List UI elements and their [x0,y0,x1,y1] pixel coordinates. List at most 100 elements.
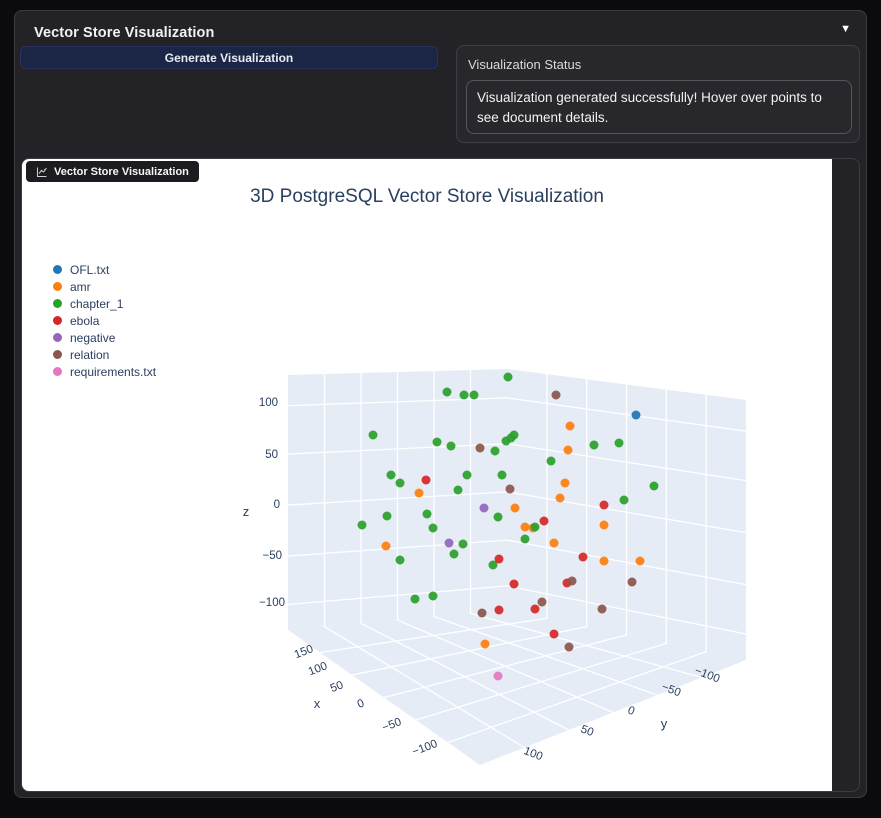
generate-visualization-button[interactable]: Generate Visualization [20,46,438,69]
scatter-point[interactable] [555,493,565,503]
scatter-point[interactable] [395,478,405,488]
scatter-point[interactable] [627,577,637,587]
scatter-point[interactable] [503,372,513,382]
scatter-point[interactable] [493,512,503,522]
scatter-point[interactable] [494,554,504,564]
scatter-point[interactable] [444,538,454,548]
scatter-point[interactable] [432,437,442,447]
scatter-point[interactable] [490,446,500,456]
scatter-point[interactable] [564,642,574,652]
scatter-point[interactable] [567,576,577,586]
scatter-points [357,372,659,681]
cube-walls [288,369,746,765]
x-tick-label: 0 [356,697,366,710]
legend-item-ofl-txt[interactable]: OFL.txt [53,261,156,278]
scatter-point[interactable] [520,522,530,532]
scatter-point[interactable] [509,579,519,589]
y-tick-label: 100 [522,745,544,763]
legend-item-ebola[interactable]: ebola [53,312,156,329]
plot-tab: Vector Store Visualization [26,161,199,182]
collapse-arrow-icon[interactable]: ▼ [840,23,851,35]
scatter-point[interactable] [501,436,511,446]
scatter-point[interactable] [357,520,367,530]
scatter-point[interactable] [382,511,392,521]
scatter-point[interactable] [422,509,432,519]
scatter-point[interactable] [449,549,459,559]
scatter-point[interactable] [635,556,645,566]
gridlines [287,369,747,749]
scatter-point[interactable] [475,443,485,453]
status-panel: Visualization Status Visualization gener… [456,45,860,143]
z-tick-label: 100 [259,397,278,409]
scatter-point[interactable] [469,390,479,400]
legend-marker-icon [53,299,62,308]
legend-item-chapter-1[interactable]: chapter_1 [53,295,156,312]
scatter-point[interactable] [530,522,540,532]
legend-label: ebola [70,313,100,328]
scatter-point[interactable] [597,604,607,614]
scatter-point[interactable] [560,478,570,488]
scatter-point[interactable] [479,503,489,513]
legend-item-amr[interactable]: amr [53,278,156,295]
scatter-chart-icon [36,166,48,178]
scatter-point[interactable] [589,440,599,450]
scatter-point[interactable] [599,500,609,510]
scatter-point[interactable] [488,560,498,570]
scatter-point[interactable] [551,390,561,400]
scatter-point[interactable] [563,445,573,455]
scatter-point[interactable] [497,470,507,480]
scatter-point[interactable] [510,503,520,513]
series-ofl-txt [631,410,641,420]
scatter-point[interactable] [631,410,641,420]
scatter-point[interactable] [410,594,420,604]
x-tick-label: 50 [329,679,345,695]
legend-label: requirements.txt [70,364,157,379]
scatter-point[interactable] [459,390,469,400]
z-axis-label: z [243,504,250,519]
legend-item-negative[interactable]: negative [53,329,156,346]
scatter-point[interactable] [428,523,438,533]
scatter-point[interactable] [446,441,456,451]
scatter-point[interactable] [599,556,609,566]
scatter-point[interactable] [477,608,487,618]
status-label: Visualization Status [468,57,582,72]
y-tick-label: 50 [579,723,595,739]
scatter-point[interactable] [442,387,452,397]
legend-item-relation[interactable]: relation [53,346,156,363]
x-tick-label: −50 [381,716,404,734]
scatter-point[interactable] [530,604,540,614]
scatter-point[interactable] [381,541,391,551]
scatter-point[interactable] [428,591,438,601]
scatter-point[interactable] [539,516,549,526]
scatter-point[interactable] [578,552,588,562]
scatter-point[interactable] [458,539,468,549]
scatter-point[interactable] [565,421,575,431]
scatter-point[interactable] [453,485,463,495]
legend-item-requirements-txt[interactable]: requirements.txt [53,363,156,380]
scatter-point[interactable] [546,456,556,466]
scatter-point[interactable] [480,639,490,649]
scatter-point[interactable] [414,488,424,498]
scatter-point[interactable] [368,430,378,440]
scatter-point[interactable] [462,470,472,480]
scatter-point[interactable] [520,534,530,544]
scatter-point[interactable] [494,605,504,615]
scatter-point[interactable] [549,538,559,548]
scatter-point[interactable] [649,481,659,491]
scatter-point[interactable] [386,470,396,480]
scatter-point[interactable] [549,629,559,639]
scatter-point[interactable] [599,520,609,530]
scatter-point[interactable] [505,484,515,494]
z-tick-label: 50 [265,449,278,461]
scatter-point[interactable] [421,475,431,485]
plot-title: 3D PostgreSQL Vector Store Visualization [250,186,604,207]
scatter-point[interactable] [537,597,547,607]
scatter-point[interactable] [614,438,624,448]
legend-marker-icon [53,316,62,325]
status-textbox[interactable]: Visualization generated successfully! Ho… [466,80,852,134]
scatter-point[interactable] [493,671,503,681]
scatter-point[interactable] [395,555,405,565]
scatter-point[interactable] [619,495,629,505]
